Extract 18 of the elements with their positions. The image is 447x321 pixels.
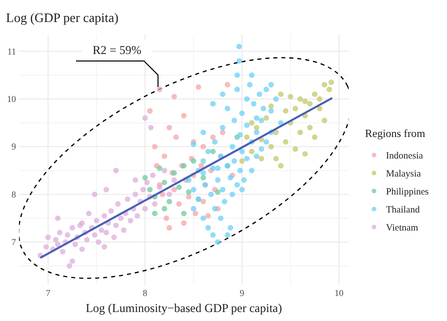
legend-label: Philippines xyxy=(386,188,430,198)
legend-title: Regions from xyxy=(365,128,426,140)
legend-label: Malaysia xyxy=(386,170,422,180)
x-axis-title: Log (Luminosity−based GDP per capita) xyxy=(86,301,282,315)
y-tick-label: 9 xyxy=(12,142,16,152)
y-tick-label: 11 xyxy=(7,46,16,56)
legend-label: Thailand xyxy=(386,206,420,216)
y-axis-title: Log (GDP per capita) xyxy=(6,10,119,25)
legend-label: Indonesia xyxy=(386,152,424,162)
annotation: R2 = 59% xyxy=(92,43,142,57)
x-tick-label: 7 xyxy=(46,288,51,298)
y-tick-label: 7 xyxy=(12,237,16,248)
legend-label: Vietnam xyxy=(386,224,419,234)
x-tick-label: 10 xyxy=(334,288,344,298)
y-tick-label: 8 xyxy=(12,189,16,200)
x-tick-label: 9 xyxy=(240,288,245,298)
x-tick-label: 8 xyxy=(142,288,148,298)
y-tick-label: 10 xyxy=(7,94,16,104)
